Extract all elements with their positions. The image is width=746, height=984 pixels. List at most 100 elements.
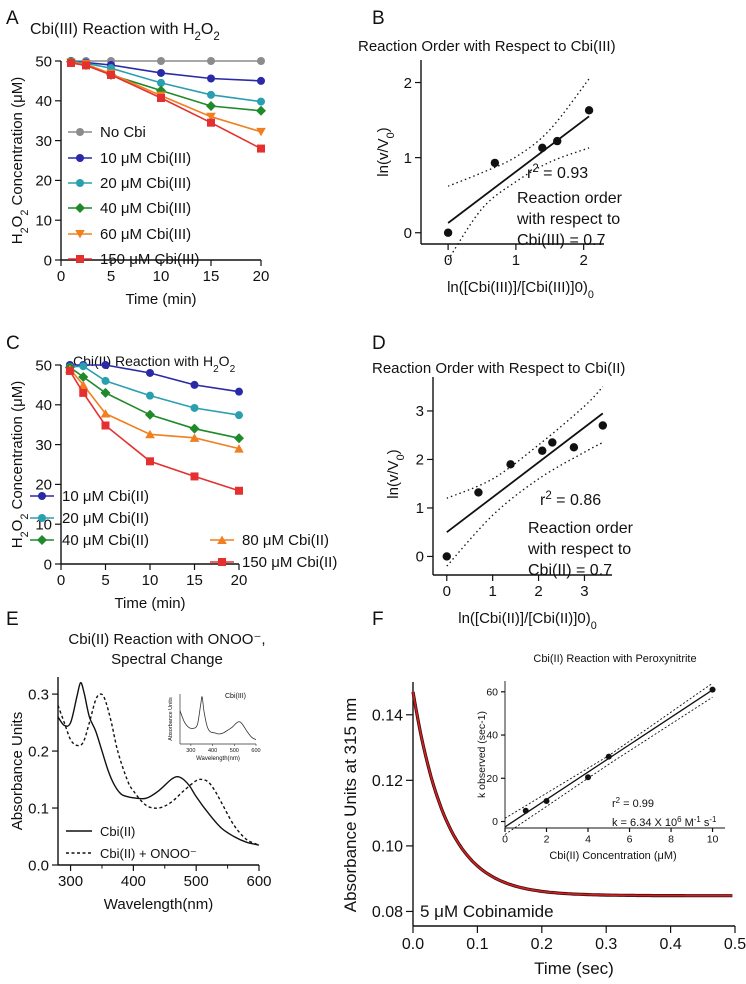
inset-title: Cbi(II) Reaction with Peroxynitrite <box>533 653 696 665</box>
y-tick-label: 2 <box>404 75 412 92</box>
inset-x-tick-label: 500 <box>230 748 239 754</box>
inset-x-tick-label: 600 <box>251 748 260 754</box>
y-tick-label: 0.2 <box>28 743 49 760</box>
data-point <box>189 433 200 442</box>
data-point <box>100 387 111 398</box>
chart-subtitle: Spectral Change <box>111 651 223 668</box>
x-axis-label: Time (min) <box>125 291 196 308</box>
x-tick-label: 0.5 <box>724 936 746 953</box>
data-point <box>474 488 483 497</box>
x-tick-label: 1 <box>512 252 520 269</box>
inset-y-axis-label: Absorbance Units <box>168 697 174 741</box>
x-tick-label: 0 <box>444 252 452 269</box>
x-tick-label: 20 <box>231 572 248 589</box>
x-axis-label-part: 0 <box>588 289 594 301</box>
y-tick-label: 30 <box>35 133 52 150</box>
y-tick-label: 2 <box>416 452 424 469</box>
chart-title-part: H <box>183 21 195 38</box>
y-tick-label: 50 <box>35 53 52 70</box>
x-tick-label: 5 <box>101 572 109 589</box>
x-tick-label: 2 <box>534 583 542 600</box>
legend-marker <box>218 558 226 566</box>
data-point <box>257 97 265 106</box>
legend-label: 20 μM Cbi(II) <box>62 510 149 527</box>
y-axis-label: H2O2 Concentration (μM) <box>9 77 31 244</box>
decay-trace-noise <box>411 691 733 898</box>
x-tick-label: 10 <box>153 268 170 285</box>
inset-confidence-lower <box>504 696 713 835</box>
inset-label: Cbi(III) <box>225 693 246 700</box>
y-tick-label: 0 <box>44 252 52 269</box>
inset-data-point <box>709 686 716 693</box>
legend-marker <box>76 255 84 263</box>
legend-marker <box>38 492 46 500</box>
data-point <box>65 366 74 375</box>
y-tick-label: 0 <box>492 816 498 828</box>
data-point <box>190 472 199 481</box>
y-axis-label-part: ln(v/V <box>375 138 392 176</box>
x-tick-label: 300 <box>58 873 83 890</box>
data-point <box>235 486 243 495</box>
y-tick-label: 1 <box>404 150 412 167</box>
x-tick-label: 500 <box>184 873 209 890</box>
x-tick-label: 0 <box>502 834 508 846</box>
data-point <box>538 446 547 455</box>
y-axis-label-part: 0 <box>395 454 407 460</box>
chart-title-part: H <box>203 353 213 369</box>
reaction-order-annotation: Reaction order <box>528 520 634 537</box>
panel-label-f: F <box>372 609 384 630</box>
legend-label: 40 μM Cbi(II) <box>62 532 149 549</box>
series-line <box>69 366 240 439</box>
chart-title-part: 2 <box>213 364 219 375</box>
x-tick-label: 0 <box>443 583 451 600</box>
y-tick-label: 60 <box>486 686 498 698</box>
data-point <box>67 58 75 67</box>
legend-marker <box>37 535 47 545</box>
data-point <box>584 106 594 115</box>
reaction-order-annotation: Cbi(III) = 0.7 <box>517 232 606 249</box>
chart-title-part: O <box>219 353 230 369</box>
legend-marker <box>38 514 46 522</box>
chart-title-part: 2 <box>213 31 219 43</box>
data-point <box>207 57 215 65</box>
data-point <box>506 460 515 469</box>
y-tick-label: 40 <box>486 730 498 742</box>
x-tick-label: 10 <box>142 572 159 589</box>
data-point <box>78 380 89 389</box>
x-tick-label: 0.2 <box>531 936 553 953</box>
data-point <box>234 444 244 453</box>
panel-label-e: E <box>6 609 19 630</box>
confidence-band-lower <box>446 441 604 567</box>
panel-label-c: C <box>6 333 20 354</box>
data-point <box>157 68 165 77</box>
chart-title: Cbi(III) Reaction with H2O2 <box>30 21 220 43</box>
panel-label-a: A <box>6 8 19 29</box>
legend-label: 150 μM Cbi(III) <box>100 251 200 268</box>
data-point <box>443 228 453 237</box>
data-point <box>146 368 154 377</box>
data-point <box>206 112 216 122</box>
confidence-band-lower <box>447 147 590 261</box>
data-point <box>157 94 165 103</box>
x-tick-label: 15 <box>203 268 220 285</box>
data-point <box>189 423 200 434</box>
x-tick-label: 15 <box>186 572 203 589</box>
r-squared-annotation: r2 = 0.93 <box>527 163 588 182</box>
y-tick-label: 0.14 <box>372 707 403 724</box>
inset-r-squared: r2 = 0.99 <box>612 796 654 811</box>
y-tick-label: 50 <box>35 357 52 374</box>
legend-label: No Cbi <box>100 124 146 141</box>
legend-label: 40 μM Cbi(III) <box>100 200 191 217</box>
r-squared-annotation: r2 = 0.86 <box>540 490 601 509</box>
inset-r-squared-part: r <box>612 798 616 810</box>
data-point <box>101 361 110 369</box>
inset-data-point <box>522 807 529 814</box>
y-axis-label-part: O <box>9 520 26 532</box>
r-squared-annotation-part: 2 <box>545 490 551 502</box>
data-point <box>235 411 243 420</box>
data-point <box>107 70 115 79</box>
x-axis-label: ln([Cbi(III)]/[Cbi(III)]0)0 <box>447 279 594 301</box>
inset-r-squared-part: 2 <box>616 796 620 805</box>
chart-title-part: Cbi(II) Reaction with <box>73 353 203 369</box>
y-tick-label: 0.08 <box>372 904 403 921</box>
